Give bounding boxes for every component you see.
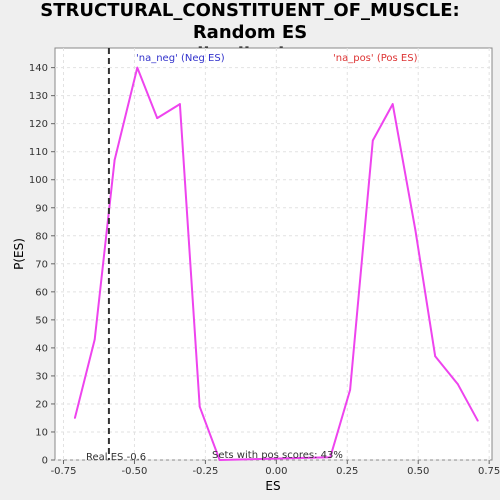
data-point — [457, 383, 459, 386]
series-layer — [73, 66, 479, 461]
x-tick-label: 0.00 — [265, 466, 287, 477]
y-tick-label: 130 — [29, 91, 48, 102]
x-tick-label: -0.50 — [122, 466, 148, 477]
data-point — [93, 338, 96, 341]
pos-es-label: 'na_pos' (Pos ES) — [333, 53, 418, 64]
y-tick-label: 10 — [35, 427, 48, 438]
y-tick-label: 140 — [29, 63, 48, 74]
annotation-layer: 'na_neg' (Neg ES) 'na_pos' (Pos ES) Real… — [86, 48, 418, 463]
y-tick-label: 60 — [35, 287, 48, 298]
chart-title-line-1: STRUCTURAL_CONSTITUENT_OF_MUSCLE: Random… — [40, 0, 460, 43]
y-tick-label: 120 — [29, 119, 48, 130]
x-tick-label: 0.50 — [407, 466, 429, 477]
y-tick-label: 40 — [35, 343, 48, 354]
y-tick-label: 100 — [29, 175, 48, 186]
series-line — [73, 66, 479, 461]
data-point — [476, 419, 479, 422]
data-point — [391, 103, 394, 105]
data-point — [218, 459, 221, 461]
x-axis-label: ES — [265, 479, 280, 493]
real-es-label: Real ES -0.6 — [86, 452, 146, 463]
x-tick-label: 0.75 — [478, 466, 500, 477]
y-tick-label: 20 — [35, 399, 48, 410]
x-tick-label: -0.25 — [192, 466, 218, 477]
y-tick-label: 30 — [35, 371, 48, 382]
data-point — [198, 405, 201, 408]
x-tick-label: 0.25 — [336, 466, 358, 477]
y-tick-label: 80 — [35, 231, 48, 242]
y-tick-label: 50 — [35, 315, 48, 326]
grid-layer — [55, 48, 492, 461]
data-point — [178, 103, 181, 105]
pos-scores-label: Sets with pos scores: 43% — [212, 450, 343, 461]
y-axis-label: P(ES) — [12, 238, 26, 270]
data-point — [73, 417, 76, 419]
data-point — [371, 139, 374, 142]
y-tick-label: 90 — [35, 203, 48, 214]
data-point — [156, 117, 159, 119]
x-tick-label: -0.75 — [51, 466, 77, 477]
data-point — [414, 229, 417, 232]
data-point — [136, 66, 139, 69]
data-point — [329, 456, 332, 459]
data-point — [113, 159, 116, 162]
neg-es-label: 'na_neg' (Neg ES) — [136, 53, 225, 64]
plot-area — [54, 47, 493, 461]
y-tick-label: 0 — [42, 456, 48, 467]
y-tick-label: 70 — [35, 259, 48, 270]
axis-layer: 0 10 20 30 40 50 60 70 80 90 100 110 120 130 140 -0.75 -… — [29, 63, 500, 477]
data-point — [434, 355, 437, 358]
data-point — [349, 389, 352, 391]
y-tick-label: 110 — [29, 147, 48, 158]
